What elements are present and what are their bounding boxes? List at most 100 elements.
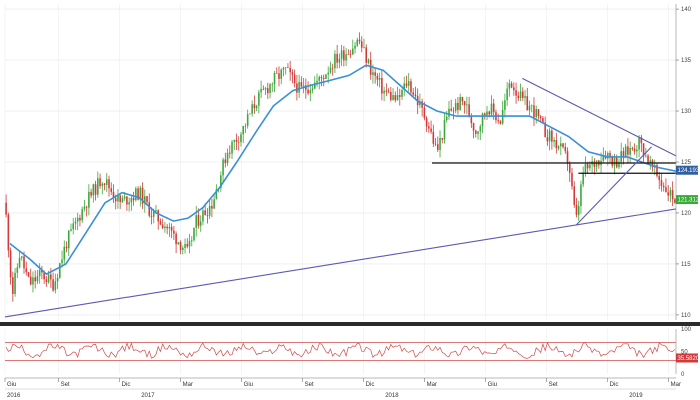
candle-body-up: [519, 91, 522, 99]
candle-body-up: [508, 83, 511, 89]
candle-body-up: [208, 206, 211, 216]
rsi-tick-label: 0: [681, 372, 685, 378]
candle-body-down: [331, 67, 334, 69]
candle-body-down: [526, 96, 529, 111]
candle-body-down: [593, 161, 596, 167]
y-tick-label: 110: [681, 313, 691, 319]
candle-body-down: [622, 151, 625, 158]
candle-body-up: [226, 152, 229, 164]
candle-body-down: [360, 41, 363, 48]
candle-body-up: [445, 116, 448, 121]
candle-body-down: [376, 75, 379, 80]
candle-body-down: [45, 279, 48, 283]
candle-body-down: [544, 122, 546, 138]
y-tick-label: 135: [681, 58, 692, 64]
candle-body-down: [463, 101, 466, 106]
candle-body-down: [410, 81, 412, 93]
candle-body-up: [560, 143, 562, 147]
candle-body-up: [88, 191, 90, 208]
rsi-panel: 100 50 0 35.5820: [5, 327, 700, 378]
candle-body-down: [457, 102, 459, 110]
candle-body-up: [58, 263, 61, 278]
candle-body-up: [273, 72, 276, 85]
candle-body-down: [27, 272, 30, 277]
candle-body-up: [309, 90, 312, 94]
candle-body-down: [278, 73, 280, 79]
candle-body-down: [322, 77, 325, 79]
candle-body-up: [152, 211, 155, 217]
candle-body-down: [228, 152, 231, 154]
candle-body-down: [320, 76, 323, 78]
candle-body-up: [36, 276, 39, 282]
trendlines: [4, 77, 677, 318]
candle-body-down: [108, 179, 110, 189]
candle-body-up: [396, 95, 399, 101]
candle-body-up: [524, 96, 526, 98]
candle-body-up: [613, 157, 616, 166]
candle-body-down: [150, 215, 153, 217]
candle-body-up: [74, 221, 77, 224]
candle-body-up: [477, 131, 479, 134]
price-tag-label: 121.3125: [678, 198, 700, 204]
candle-body-down: [642, 143, 645, 157]
candle-body-down: [343, 50, 345, 61]
candle-body-down: [452, 110, 455, 112]
candle-body-up: [130, 197, 133, 203]
candle-body-up: [439, 137, 441, 150]
candle-body-up: [345, 54, 347, 61]
candle-body-down: [179, 242, 182, 250]
candle-body-down: [656, 164, 658, 176]
candle-body-down: [65, 246, 68, 249]
candle-body-up: [383, 90, 385, 94]
candle-body-up: [117, 195, 119, 202]
month-label: Set: [549, 382, 558, 388]
candle-body-up: [56, 277, 59, 282]
candle-body-up: [76, 217, 79, 222]
candle-body-up: [316, 80, 318, 83]
candle-body-down: [114, 198, 117, 202]
main-gridlines: [4, 4, 676, 320]
candle-body-down: [349, 54, 352, 55]
candle-body-up: [193, 227, 195, 241]
candle-body-down: [262, 88, 265, 90]
candle-body-down: [513, 87, 515, 91]
candle-body-up: [72, 223, 75, 230]
candle-body-up: [367, 59, 370, 63]
candle-body-up: [81, 209, 83, 221]
year-label: 2018: [385, 393, 399, 399]
candle-body-up: [177, 242, 180, 245]
candle-body-down: [119, 195, 121, 203]
candle-body-down: [23, 256, 25, 269]
candle-body-up: [258, 92, 260, 106]
candle-body-down: [137, 188, 139, 200]
candle-body-down: [647, 155, 649, 164]
candle-body-down: [25, 268, 28, 273]
candle-body-down: [224, 159, 227, 164]
candle-body-up: [246, 114, 249, 126]
candle-body-down: [441, 137, 444, 140]
candle-body-up: [92, 184, 95, 196]
candle-body-down: [141, 187, 144, 204]
candle-body-up: [486, 111, 488, 116]
candle-body-up: [280, 69, 283, 79]
candle-body-down: [307, 89, 309, 94]
candle-body-down: [52, 279, 54, 291]
candle-body-down: [381, 78, 383, 94]
y-tick-label: 115: [681, 262, 691, 268]
candle-body-down: [347, 54, 350, 55]
candle-body-up: [448, 108, 450, 117]
candle-body-up: [419, 101, 421, 106]
candle-body-down: [660, 180, 663, 186]
candle-body-up: [338, 58, 341, 63]
candle-body-down: [575, 204, 578, 215]
trendline: [4, 208, 677, 318]
candle-body-down: [267, 88, 269, 94]
candle-body-up: [222, 159, 224, 176]
candle-body-down: [470, 117, 473, 124]
candle-body-down: [488, 111, 491, 115]
candle-body-up: [490, 103, 493, 115]
panel-divider[interactable]: [0, 322, 700, 326]
candle-body-up: [188, 240, 191, 247]
candle-body-down: [146, 196, 148, 203]
candle-body-up: [202, 210, 204, 222]
